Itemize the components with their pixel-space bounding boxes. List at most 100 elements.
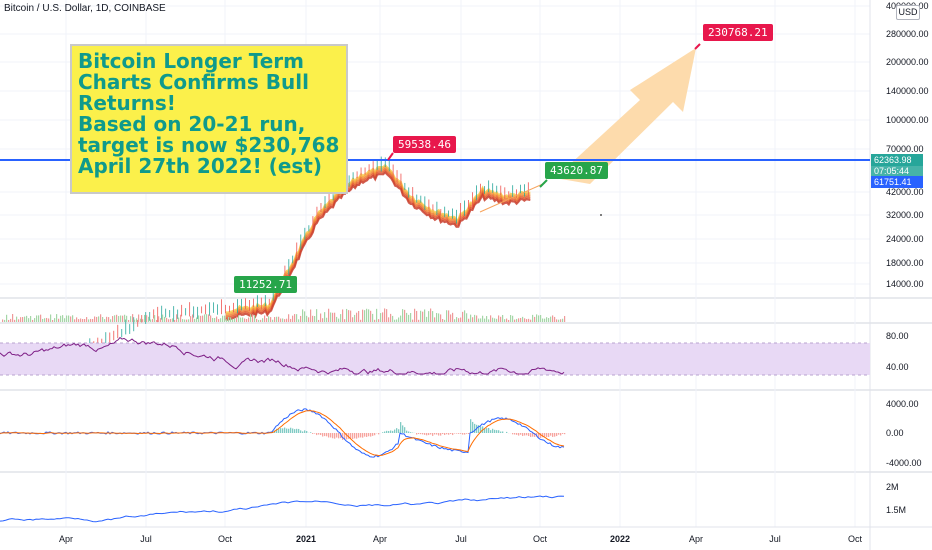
macd-histogram-bar [318, 433, 320, 435]
volume-bar [504, 319, 506, 322]
volume-bar [534, 316, 536, 322]
volume-bar [246, 318, 248, 322]
indicator-axis-label: 0.00 [886, 428, 904, 438]
volume-bar [174, 319, 176, 322]
macd-histogram-bar [532, 433, 534, 437]
volume-bar [68, 315, 70, 322]
volume-bar [520, 317, 522, 322]
volume-bar [120, 315, 122, 322]
price-axis-label: 100000.00 [886, 115, 929, 125]
volume-bar [254, 315, 256, 322]
macd-histogram-bar [560, 433, 562, 436]
macd-histogram-bar [422, 433, 424, 435]
volume-bar [356, 312, 358, 322]
macd-histogram-bar [320, 433, 322, 436]
volume-bar [468, 318, 470, 322]
volume-bar [508, 319, 510, 322]
volume-bar [62, 315, 64, 322]
volume-bar [338, 318, 340, 322]
macd-histogram-bar [334, 433, 336, 439]
volume-bar [208, 314, 210, 322]
note-line: Returns! [78, 91, 176, 115]
macd-histogram-bar [346, 433, 348, 440]
volume-bar [432, 311, 434, 322]
macd-histogram-bar [296, 428, 298, 433]
volume-bar [542, 318, 544, 322]
volume-bar [346, 308, 348, 322]
volume-bar [332, 312, 334, 322]
volume-bar [292, 315, 294, 322]
volume-bar [284, 319, 286, 322]
volume-bar [396, 319, 398, 322]
currency-badge[interactable]: USD [896, 5, 920, 20]
macd-histogram-bar [332, 433, 334, 439]
ribbon-band [225, 170, 531, 321]
macd-histogram-bar [370, 433, 372, 437]
macd-histogram-bar [498, 430, 500, 433]
macd-histogram-bar [386, 430, 388, 433]
macd-histogram-bar [454, 433, 456, 434]
volume-bar [364, 310, 366, 322]
volume-bar [472, 317, 474, 322]
volume-bar [378, 319, 380, 322]
volume-bar [204, 314, 206, 322]
volume-bar [328, 308, 330, 322]
volume-bar [274, 317, 276, 322]
price-axis-label: 42000.00 [886, 187, 924, 197]
volume-bar [340, 314, 342, 322]
macd-histogram-bar [438, 433, 440, 436]
time-axis-label: Apr [689, 534, 703, 544]
macd-histogram-bar [530, 433, 532, 438]
volume-bar [66, 315, 68, 322]
volume-bar [400, 315, 402, 322]
current-price-tag[interactable]: 43620.87 [545, 162, 608, 179]
macd-histogram-bar [394, 429, 396, 433]
time-axis-label: Jul [769, 534, 781, 544]
time-axis-label: Oct [533, 534, 548, 544]
volume-bar [184, 319, 186, 322]
trend-line[interactable] [479, 182, 546, 213]
volume-bar [224, 315, 226, 322]
macd-histogram-bar [336, 433, 338, 438]
note-line: target is now $230,768 [78, 133, 340, 157]
volume-bar [564, 316, 566, 322]
macd-histogram-bar [448, 433, 450, 435]
volume-bar [2, 319, 4, 322]
target-price-tag[interactable]: 230768.21 [703, 24, 773, 41]
volume-bar [404, 309, 406, 322]
volume-bar [530, 319, 532, 322]
volume-bar [226, 319, 228, 322]
price-axis-label: 32000.00 [886, 210, 924, 220]
volume-bar [532, 314, 534, 322]
volume-bar [560, 319, 562, 322]
volume-bar [134, 319, 136, 322]
callout-note[interactable]: Bitcoin Longer Term Charts Confirms Bull… [70, 44, 348, 194]
volume-bar [368, 309, 370, 322]
volume-bar [440, 314, 442, 322]
volume-bar [250, 314, 252, 322]
volume-bar [14, 319, 16, 322]
volume-bar [22, 317, 24, 322]
volume-bar [486, 316, 488, 322]
macd-histogram-bar [326, 433, 328, 437]
volume-bar [374, 319, 376, 322]
peak-price-tag[interactable]: 59538.46 [393, 136, 456, 153]
volume-bar [424, 309, 426, 322]
volume-bar [480, 318, 482, 322]
symbol-title[interactable]: Bitcoin / U.S. Dollar, 1D, COINBASE [4, 3, 166, 14]
start-price-tag[interactable]: 11252.71 [234, 276, 297, 293]
volume-bar [230, 317, 232, 322]
macd-histogram-bar [474, 423, 476, 433]
volume-bar [50, 314, 52, 322]
macd-histogram-bar [512, 433, 514, 435]
time-axis-label: Jul [140, 534, 152, 544]
countdown-label: 07:05:44 [871, 165, 923, 177]
macd-histogram-bar [360, 433, 362, 438]
volume-bar [170, 318, 172, 322]
volume-bar [536, 314, 538, 322]
volume-bar [304, 311, 306, 322]
volume-bar [96, 316, 98, 322]
volume-bar [262, 318, 264, 322]
macd-histogram-bar [406, 430, 408, 433]
